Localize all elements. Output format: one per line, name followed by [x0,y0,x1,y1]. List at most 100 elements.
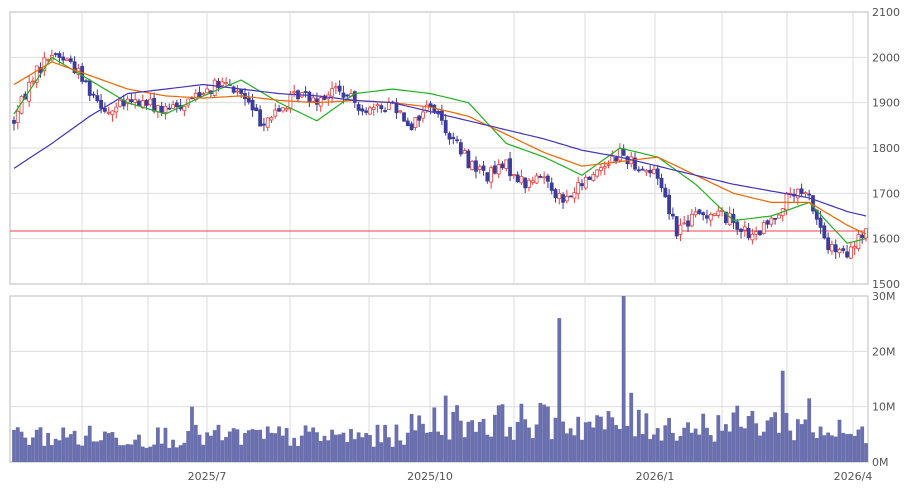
candle-body [212,79,217,96]
candle-body [133,99,138,103]
candle-body [587,176,592,180]
candle-body [860,234,865,238]
candle-body [254,107,259,112]
volume-bar [731,412,736,462]
candle-body [148,98,153,106]
candle-body [826,237,831,251]
price-tick-label: 2000 [872,51,900,64]
candle-body [852,246,857,249]
volume-bar [129,444,134,462]
price-panel: 1500 1600 1700 1800 1900 2000 2100 [9,6,900,291]
candle-body [364,110,369,113]
candle-body [765,220,770,225]
candle-body [53,53,58,56]
volume-bar [697,434,702,462]
volume-bar [262,438,266,462]
volume-grid [10,296,868,462]
volume-bar [212,430,217,462]
volume-bar [224,437,228,462]
candle-body [197,92,202,97]
candle-body [462,150,467,154]
volume-bar [576,416,581,462]
candle-body [239,89,244,94]
volume-bar [34,429,39,462]
volume-bar [182,442,187,462]
volume-bar [553,417,558,462]
candle-body [466,150,471,169]
volume-bar [667,417,671,462]
volume-bar [848,433,853,462]
moving-average-mid-line [13,61,867,235]
candle-body [818,217,823,228]
candle-body [413,117,418,128]
volume-bar [205,432,210,462]
volume-bar [784,412,789,462]
volume-bar [99,440,103,462]
candle-body [689,213,694,227]
volume-bar [595,415,600,462]
volume-bar [424,432,429,462]
volume-bar [299,435,304,462]
volume-bar [432,407,437,462]
volume-bar [15,427,20,462]
volume-bar [610,417,615,462]
volume-bar [534,424,539,462]
volume-bar [197,434,202,462]
candle-body [12,119,16,124]
volume-bar [330,429,334,462]
candle-body [46,58,50,61]
volume-bar [337,434,342,462]
volume-bar [455,405,459,462]
volume-bar [201,444,206,462]
candle-body [727,212,732,226]
candle-body [447,133,452,140]
candle-body [489,167,494,183]
volume-bar [352,439,357,462]
candle-body [42,57,47,72]
candle-body [655,168,660,179]
volume-bar [735,405,740,462]
volume-bar [519,403,524,462]
candle-body [330,88,334,97]
volume-bar [860,426,865,462]
candle-body [371,106,376,111]
candle-body [742,226,747,231]
candle-body [159,105,164,114]
volume-bar [364,433,369,462]
candle-body [409,123,414,131]
candle-body [644,169,649,173]
candle-body [841,248,846,251]
candle-body [845,251,849,258]
candle-body [822,225,827,239]
candle-body [564,196,569,202]
volume-bar [504,436,509,462]
volume-bar [633,436,637,462]
candle-body [678,224,683,235]
volume-bar [284,428,289,462]
candle-body [523,177,528,189]
candle-body [307,91,312,103]
candle-body [292,91,297,94]
volume-bar [243,432,247,462]
candle-body [674,216,679,237]
candle-body [606,164,611,166]
volume-bar [269,432,274,462]
price-tick-label: 1800 [872,142,900,155]
volume-bar [106,433,111,462]
volume-bar [580,439,584,462]
volume-bar [814,438,819,462]
candle-body [216,81,221,89]
candle-body [784,192,789,211]
volume-bar [758,435,762,462]
candle-body [508,158,512,177]
volume-bar [761,431,766,462]
volume-bar [174,447,179,462]
volume-bar [273,433,278,462]
candle-body [265,117,270,128]
candle-body [95,95,100,102]
volume-bar [670,432,675,462]
volume-bar [655,428,660,462]
volume-bar [530,438,535,462]
volume-bar [405,432,410,462]
candle-body [405,120,410,127]
